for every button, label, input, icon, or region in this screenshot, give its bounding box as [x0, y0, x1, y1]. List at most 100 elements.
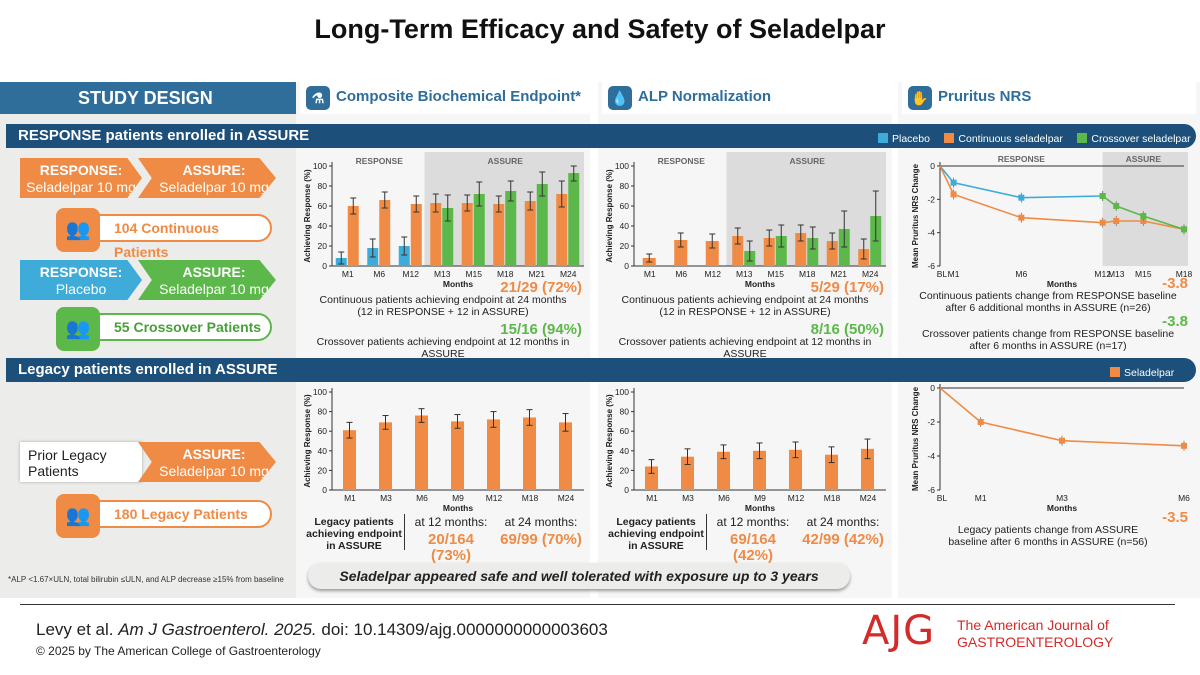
bar-seladelpar-M3 [681, 456, 694, 490]
x-axis-label: Months [1047, 279, 1077, 289]
point-crossover-seladelpar [1113, 203, 1120, 209]
y-tick-label: 20 [318, 465, 328, 475]
y-tick-label: 40 [318, 446, 328, 456]
copyright: © 2025 by The American College of Gastro… [36, 644, 321, 658]
assure-region-label: ASSURE [790, 156, 826, 166]
response-region-label: RESPONSE [658, 156, 706, 166]
bar-crossover-seladelpar-M18 [807, 238, 819, 266]
pill-continuous-label: 104 Continuous Patients [114, 220, 220, 260]
x-tick-label-M6: M6 [1015, 269, 1027, 279]
comp-leg24: 69/99 (70%) [500, 531, 582, 548]
x-tick-label-M21: M21 [830, 269, 847, 279]
y-tick-label: -6 [927, 261, 935, 271]
x-tick-label-BL: BL [937, 493, 948, 503]
response-region-label: RESPONSE [998, 154, 1046, 164]
pr-leg-txt2: baseline after 6 months in ASSURE (n=56) [948, 536, 1148, 548]
bar-crossover-seladelpar-M24 [568, 173, 580, 266]
legend-placebo-label: Placebo [892, 133, 930, 145]
bar-crossover-seladelpar-M15 [473, 194, 485, 266]
y-tick-label: 100 [615, 161, 629, 171]
arrow-response-placebo: RESPONSE: Placebo [20, 260, 142, 300]
pill-crossover-label: 55 Crossover Patients [114, 319, 262, 335]
drops-icon: 💧 [608, 86, 632, 110]
bar-continuous-seladelpar-M12 [410, 204, 422, 266]
y-axis-label: Achieving Response (%) [605, 394, 614, 488]
box-prior-legacy-sub: Patients [28, 463, 79, 479]
x-tick-label-M24: M24 [560, 269, 577, 279]
response-region-label: RESPONSE [356, 156, 404, 166]
x-axis-label: Months [443, 503, 473, 513]
bar-crossover-seladelpar-M13 [442, 208, 454, 266]
safety-banner: Seladelpar appeared safe and well tolera… [308, 563, 850, 589]
alp-leg-divider [706, 514, 707, 550]
bar-continuous-seladelpar-M18 [493, 204, 505, 266]
pill-crossover: 👥 55 Crossover Patients [56, 307, 272, 351]
pill-legacy: 👥 180 Legacy Patients [56, 494, 272, 538]
y-tick-label: 80 [318, 181, 328, 191]
y-tick-label: 100 [313, 161, 327, 171]
x-tick-label-M3: M3 [682, 493, 694, 503]
arrow-response-seladelpar-sub: Seladelpar 10 mg [26, 179, 136, 195]
comp-leg-divider [404, 514, 405, 550]
y-tick-label: 0 [930, 383, 935, 393]
bar-seladelpar-M24 [559, 422, 572, 490]
y-tick-label: 0 [322, 485, 327, 495]
pr-legacy-summary: -3.5 Legacy patients change from ASSURE … [902, 509, 1194, 548]
pill-continuous: 👥 104 Continuous Patients [56, 208, 272, 260]
x-tick-label-M13: M13 [1108, 269, 1125, 279]
people-icon: 👥 [56, 208, 100, 252]
citation-authors: Levy et al. [36, 620, 119, 639]
x-axis-label: Months [745, 503, 775, 513]
pr-txt2b: after 6 months in ASSURE (n=17) [969, 340, 1127, 352]
arrow-assure-legacy-sub: Seladelpar 10 mg [159, 463, 269, 479]
legend-seladelpar: Seladelpar [1110, 367, 1174, 379]
alp-header: 💧 ALP Normalization [602, 82, 892, 114]
box-prior-legacy-title: Prior Legacy [28, 447, 107, 463]
x-axis-label: Months [745, 279, 775, 289]
arrow-assure-legacy: ASSURE: Seladelpar 10 mg [138, 442, 276, 482]
x-tick-label-M13: M13 [736, 269, 753, 279]
x-tick-label-M18: M18 [824, 493, 841, 503]
legend-continuous-label: Continuous seladelpar [958, 133, 1063, 145]
arrow-response-seladelpar-title: RESPONSE: [39, 162, 123, 178]
comp-legacy-summary: Legacy patients achieving endpoint in AS… [298, 514, 588, 564]
point-continuous-seladelpar [1099, 219, 1106, 226]
alp-big2: 8/16 (50%) [810, 321, 884, 338]
legend-bottom: Seladelpar [1100, 363, 1194, 379]
ajg-journal-name-2: GASTROENTEROLOGY [957, 634, 1114, 650]
y-tick-label: 40 [620, 221, 630, 231]
pr-big1: -3.8 [1162, 275, 1188, 292]
x-tick-label-M9: M9 [452, 493, 464, 503]
bar-seladelpar-M9 [451, 421, 464, 490]
y-tick-label: 20 [318, 241, 328, 251]
comp-big2: 15/16 (94%) [500, 321, 582, 338]
alp-txt1a: Continuous patients achieving endpoint a… [621, 294, 869, 306]
bar-seladelpar-M1 [645, 466, 658, 490]
point-crossover-seladelpar [1140, 213, 1147, 219]
comp-txt2: Crossover patients achieving endpoint at… [316, 336, 570, 360]
x-tick-label-M1: M1 [646, 493, 658, 503]
y-tick-label: 20 [620, 241, 630, 251]
continuous-swatch [944, 133, 955, 143]
pill-legacy-label: 180 Legacy Patients [114, 506, 248, 522]
y-tick-label: 0 [624, 485, 629, 495]
citation-doi[interactable]: doi: 10.14309/ajg.0000000000003603 [316, 620, 608, 639]
point-continuous-seladelpar [950, 191, 957, 198]
point-crossover-seladelpar [1181, 226, 1187, 233]
pr-leg-big: -3.5 [1162, 509, 1188, 526]
x-tick-label-M18: M18 [497, 269, 514, 279]
x-tick-label-M15: M15 [465, 269, 482, 279]
y-tick-label: -6 [927, 485, 935, 495]
alp-header-label: ALP Normalization [638, 88, 772, 105]
x-tick-label-M24: M24 [558, 493, 575, 503]
comp-leg12: 20/164 (73%) [428, 531, 474, 564]
legend-crossover: Crossover seladelpar [1077, 133, 1191, 145]
alp-big1: 5/29 (17%) [810, 279, 884, 296]
arrow-assure-continuous-title: ASSURE: [182, 162, 246, 178]
arrow-response-placebo-sub: Placebo [55, 281, 107, 297]
assure-region-label: ASSURE [1126, 154, 1162, 164]
point-continuous-seladelpar [1113, 218, 1120, 224]
y-tick-label: 40 [318, 221, 328, 231]
